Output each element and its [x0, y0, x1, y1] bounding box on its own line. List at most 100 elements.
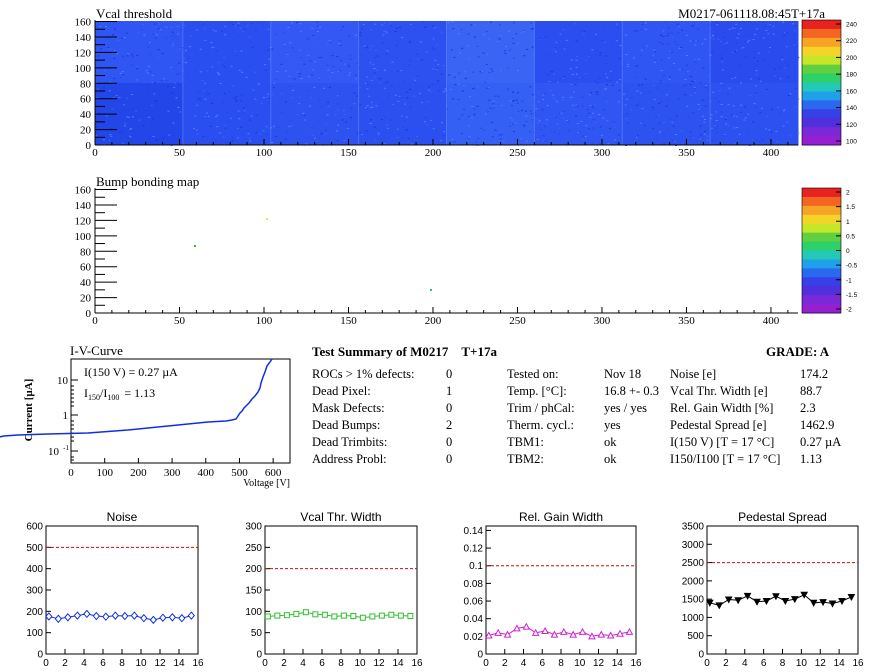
heatmap-pixel — [311, 127, 314, 129]
heatmap-pixel — [592, 127, 594, 129]
heatmap-pixel — [656, 87, 659, 89]
heatmap-pixel — [271, 48, 274, 50]
heatmap-pixel — [297, 72, 300, 74]
heatmap-pixel — [115, 92, 118, 94]
heatmap-pixel — [95, 102, 98, 104]
heatmap-pixel — [582, 139, 585, 140]
trend-point — [616, 629, 624, 637]
heatmap-pixel — [389, 119, 392, 121]
heatmap-pixel — [731, 78, 734, 80]
heatmap-pixel — [354, 60, 357, 62]
heatmap-pixel — [405, 129, 408, 131]
heatmap-pixel — [129, 128, 132, 130]
heatmap-pixel — [613, 139, 616, 141]
heatmap-pixel — [523, 30, 526, 32]
summary-value: 1 — [446, 384, 453, 398]
heatmap-pixel — [676, 23, 679, 25]
heatmap-pixel — [280, 63, 283, 65]
heatmap-pixel — [668, 84, 670, 86]
heatmap-pixel — [136, 68, 139, 70]
heatmap-pixel — [374, 72, 376, 74]
heatmap-pixel — [318, 79, 321, 81]
heatmap-pixel — [711, 51, 714, 53]
trend-point — [494, 628, 503, 636]
heatmap-pixel — [689, 84, 692, 86]
heatmap-pixel — [568, 97, 571, 99]
heatmap-pixel — [587, 128, 590, 130]
heatmap-pixel — [701, 43, 704, 45]
heatmap-pixel — [122, 104, 125, 106]
heatmap-pixel — [407, 64, 410, 66]
trend-point — [168, 613, 177, 622]
trend-point — [388, 611, 395, 618]
heatmap-pixel — [408, 88, 411, 90]
heatmap-pixel — [285, 56, 288, 58]
heatmap-pixel — [376, 55, 379, 57]
heatmap-pixel — [530, 28, 533, 30]
bump-bonding-panel: Bump bonding map 0 50 100 150 200 250 300 350 40… — [75, 174, 858, 327]
heatmap-pixel — [298, 49, 301, 51]
heatmap-pixel — [378, 77, 381, 79]
heatmap-pixel — [294, 66, 297, 68]
heatmap-pixel — [149, 71, 152, 73]
heatmap-pixel — [516, 102, 519, 104]
heatmap-pixel — [710, 114, 713, 116]
heatmap-pixel — [659, 131, 662, 132]
heatmap-pixel — [377, 132, 380, 134]
trend-x-tick-label: 10 — [574, 658, 586, 669]
trend-y-tick-label: 0 — [477, 650, 483, 661]
heatmap-roc-block — [710, 83, 799, 146]
heatmap-pixel — [194, 115, 197, 117]
heatmap-pixel — [309, 59, 312, 61]
summary-title: Test Summary of M0217 T+17a — [312, 344, 497, 359]
heatmap-pixel — [733, 127, 736, 129]
trend-x-tick-label: 8 — [338, 658, 344, 669]
heatmap-pixel — [331, 55, 334, 57]
heatmap-pixel — [473, 114, 476, 116]
summary-col1-values: 0 1 0 2 0 0 — [446, 366, 452, 468]
heatmap-pixel — [509, 117, 512, 118]
heatmap-pixel — [744, 117, 747, 119]
heatmap-pixel — [735, 23, 738, 25]
x-tick-label: 400 — [763, 315, 780, 327]
heatmap-pixel — [237, 128, 239, 129]
heatmap-pixel — [486, 31, 489, 33]
heatmap-pixel — [432, 128, 435, 130]
heatmap-pixel — [298, 96, 301, 98]
heatmap-pixel — [766, 88, 769, 90]
summary-label: Temp. [°C]: — [507, 384, 567, 398]
heatmap-pixel — [174, 83, 177, 85]
heatmap-pixel — [383, 30, 386, 32]
trend-series-line — [709, 594, 852, 606]
heatmap-pixel — [642, 46, 645, 48]
heatmap-pixel — [464, 71, 467, 73]
heatmap-pixel — [498, 38, 501, 40]
heatmap-pixel — [537, 91, 540, 93]
heatmap-pixel — [370, 29, 373, 31]
heatmap-pixel — [594, 121, 597, 123]
heatmap-pixel — [170, 26, 173, 28]
trend-point — [274, 612, 281, 619]
heatmap-pixel — [615, 40, 618, 42]
trend-y-tick-label: 200 — [26, 607, 43, 618]
heatmap-pixel — [336, 140, 339, 142]
heatmap-pixel — [271, 93, 274, 95]
heatmap-pixel — [407, 137, 410, 139]
heatmap-pixel — [555, 24, 558, 26]
heatmap-pixel — [172, 32, 175, 34]
heatmap-pixel — [410, 23, 413, 25]
heatmap-pixel — [657, 115, 660, 117]
heatmap-pixel — [725, 50, 728, 51]
heatmap-pixel — [432, 47, 434, 49]
palette-tick-label: 240 — [846, 22, 857, 29]
heatmap-pixel — [616, 81, 618, 83]
heatmap-pixel — [149, 53, 152, 55]
summary-label: Therm. cycl.: — [507, 418, 574, 432]
heatmap-pixel — [574, 23, 577, 25]
heatmap-pixel — [605, 63, 608, 65]
heatmap-pixel — [414, 82, 417, 84]
heatmap-pixel — [102, 87, 105, 89]
heatmap-pixel — [383, 22, 386, 24]
heatmap-pixel — [347, 75, 350, 76]
x-tick-label: 0 — [92, 147, 98, 159]
